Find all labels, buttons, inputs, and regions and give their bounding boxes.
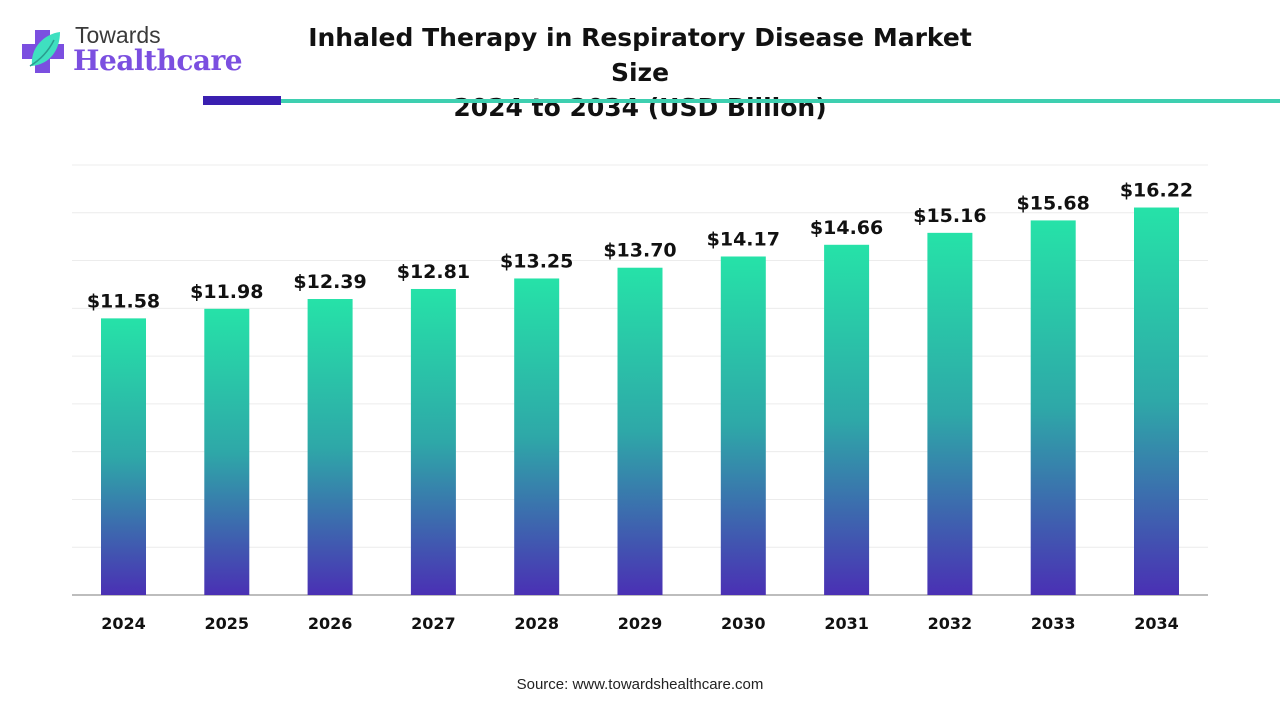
logo: Towards Healthcare <box>20 20 243 82</box>
bar-2025 <box>204 308 250 595</box>
medical-cross-leaf-icon <box>22 30 64 73</box>
data-label-2031: $14.66 <box>810 217 883 239</box>
chart-title: Inhaled Therapy in Respiratory Disease M… <box>300 20 980 125</box>
bar-2029 <box>617 267 663 595</box>
data-label-2034: $16.22 <box>1120 180 1193 202</box>
bar-2030 <box>720 256 766 595</box>
x-tick-2026: 2026 <box>308 614 353 633</box>
data-label-2026: $12.39 <box>293 271 366 293</box>
x-tick-2024: 2024 <box>101 614 146 633</box>
logo-healthcare: Healthcare <box>73 44 243 77</box>
x-tick-2033: 2033 <box>1031 614 1076 633</box>
x-tick-2025: 2025 <box>205 614 250 633</box>
title-line-1: Inhaled Therapy in Respiratory Disease M… <box>308 23 972 87</box>
data-label-2028: $13.25 <box>500 250 573 272</box>
accent-bar-teal <box>281 99 1280 103</box>
bar-2028 <box>514 278 560 595</box>
logo-towards: Towards <box>75 22 161 48</box>
x-tick-2027: 2027 <box>411 614 456 633</box>
x-tick-2032: 2032 <box>928 614 973 633</box>
title-line-2: 2024 to 2034 (USD Billion) <box>453 93 827 122</box>
bar-2026 <box>307 299 353 595</box>
bar-2031 <box>824 244 870 596</box>
data-label-2030: $14.17 <box>707 228 780 250</box>
x-tick-2029: 2029 <box>618 614 663 633</box>
data-label-2025: $11.98 <box>190 281 263 303</box>
x-tick-labels: 2024 2025 2026 2027 2028 2029 2030 2031 2032 2033… <box>101 614 1179 633</box>
accent-bar-dark <box>203 96 281 105</box>
x-tick-2031: 2031 <box>824 614 869 633</box>
data-label-2024: $11.58 <box>87 290 160 312</box>
bar-2033 <box>1030 220 1076 595</box>
data-label-2033: $15.68 <box>1017 192 1090 214</box>
bar-2024 <box>101 318 146 595</box>
bar-2032 <box>927 232 973 595</box>
bar-2034 <box>1134 207 1179 595</box>
x-tick-2030: 2030 <box>721 614 766 633</box>
data-label-2032: $15.16 <box>913 205 986 227</box>
data-label-2029: $13.70 <box>603 240 676 262</box>
bar-2027 <box>410 288 456 595</box>
data-label-2027: $12.81 <box>397 261 470 283</box>
source-note: Source: www.towardshealthcare.com <box>516 676 764 693</box>
data-labels: $11.58 $11.98 $12.39 $12.81 $13.25 $13.70 $14.… <box>87 180 1193 313</box>
x-tick-2028: 2028 <box>514 614 559 633</box>
x-tick-2034: 2034 <box>1134 614 1179 633</box>
bars <box>101 207 1179 596</box>
